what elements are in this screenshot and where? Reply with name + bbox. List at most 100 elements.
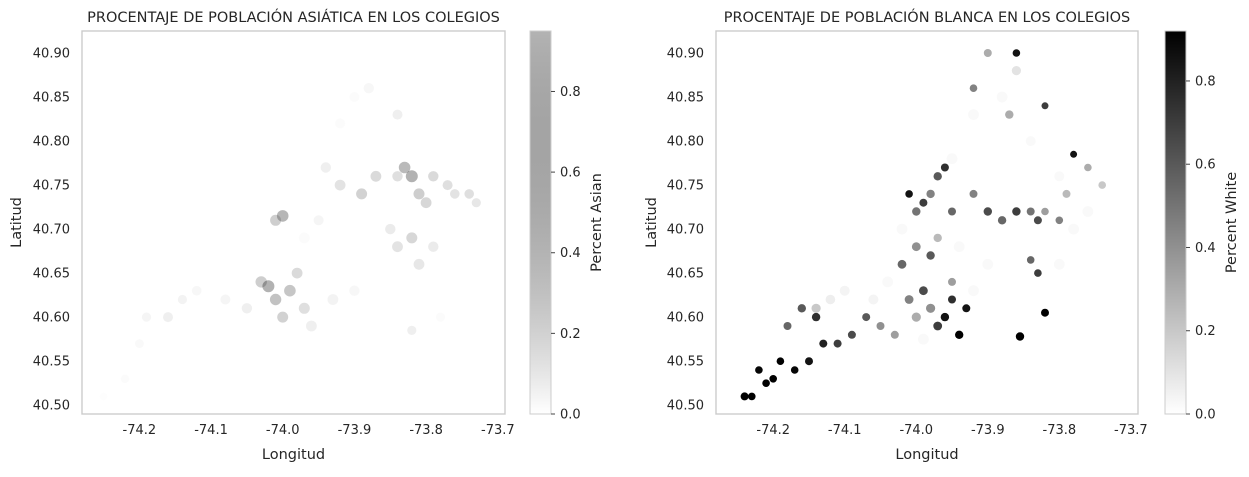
asian-colorbar <box>529 30 552 415</box>
white-point <box>805 357 813 366</box>
white-point <box>1012 49 1021 57</box>
white-point <box>919 198 928 207</box>
white-ytick-label: 40.60 <box>667 311 704 326</box>
asian-point <box>363 83 374 94</box>
asian-point <box>306 320 317 332</box>
asian-ytick-label: 40.90 <box>33 47 70 62</box>
asian-ytick-label: 40.60 <box>33 311 70 326</box>
asian-point <box>99 392 108 401</box>
white-point <box>982 258 994 270</box>
asian-point <box>413 258 425 270</box>
asian-point <box>428 241 439 252</box>
white-point <box>819 339 828 348</box>
white-point <box>811 312 821 322</box>
white-point <box>940 312 950 322</box>
white-point <box>969 189 978 198</box>
asian-point <box>270 214 282 226</box>
white-point <box>1070 150 1078 158</box>
white-point <box>912 207 921 216</box>
asian-point <box>277 311 289 323</box>
asian-colorbar-tick-label: 0.6 <box>560 166 581 181</box>
white-point <box>1041 207 1049 216</box>
white-point <box>926 251 935 260</box>
white-point <box>1025 136 1036 147</box>
white-point <box>918 333 929 345</box>
white-point <box>1068 223 1079 235</box>
white-point <box>1041 308 1049 317</box>
asian-xtick-label: -74.2 <box>123 423 157 438</box>
white-point <box>882 276 894 288</box>
white-point <box>1034 269 1042 277</box>
asian-point <box>120 374 130 383</box>
asian-ytick-label: 40.55 <box>33 355 70 370</box>
white-point <box>868 294 879 305</box>
white-colorbar-tick-label: 0.4 <box>1195 241 1216 256</box>
asian-colorbar-tick-label: 0.0 <box>560 408 581 423</box>
asian-point <box>284 284 296 297</box>
asian-xtick-label: -73.9 <box>338 423 372 438</box>
asian-point <box>407 325 417 335</box>
asian-point <box>141 312 152 322</box>
asian-point <box>406 232 418 244</box>
white-xtick-label: -74.1 <box>828 423 862 438</box>
asian-point <box>262 280 275 293</box>
white-ytick-label: 40.50 <box>667 399 704 414</box>
asian-ytick-label: 40.85 <box>33 91 70 106</box>
asian-point <box>334 179 346 191</box>
asian-point <box>163 312 173 323</box>
white-colorbar-tick-label: 0.0 <box>1195 408 1216 423</box>
white-point <box>911 312 921 322</box>
asian-xtick-label: -74.0 <box>266 423 300 438</box>
asian-point <box>471 198 481 208</box>
asian-point <box>276 210 289 222</box>
white-point <box>776 357 785 366</box>
white-point <box>911 242 921 252</box>
white-point <box>948 207 956 216</box>
white-xtick-label: -74.2 <box>756 423 790 438</box>
white-colorbar <box>1164 30 1187 415</box>
white-point <box>1026 207 1035 216</box>
white-colorbar-label: Percent White <box>1224 172 1240 273</box>
white-plot-frame <box>715 30 1139 415</box>
asian-point <box>191 285 202 296</box>
asian-xtick-label: -73.7 <box>481 423 515 438</box>
asian-point <box>420 197 432 209</box>
white-point <box>933 233 942 243</box>
white-point <box>905 190 913 198</box>
white-point <box>968 109 979 120</box>
asian-plot-frame <box>81 30 506 415</box>
asian-point <box>392 171 403 182</box>
asian-point <box>392 241 403 253</box>
asian-point <box>435 312 446 322</box>
white-chart-title: PROCENTAJE DE POBLACIÓN BLANCA EN LOS CO… <box>724 8 1131 26</box>
asian-point <box>269 293 282 306</box>
white-point <box>955 330 964 339</box>
asian-point <box>298 232 310 244</box>
white-point <box>953 241 965 253</box>
white-point <box>1033 216 1042 225</box>
white-colorbar-tick-label: 0.2 <box>1195 324 1216 339</box>
asian-point <box>442 180 453 191</box>
white-ytick-label: 40.65 <box>667 267 704 282</box>
white-point <box>833 339 842 348</box>
white-ytick-label: 40.75 <box>667 179 704 194</box>
white-ytick-label: 40.90 <box>667 47 704 62</box>
white-xtick-label: -73.9 <box>971 423 1005 438</box>
white-point <box>1098 181 1106 189</box>
white-point <box>896 223 908 235</box>
white-point <box>762 379 770 388</box>
white-point <box>948 277 956 286</box>
asian-ytick-label: 40.75 <box>33 179 70 194</box>
white-point <box>769 375 777 383</box>
white-colorbar-tick-label: 0.8 <box>1195 74 1216 89</box>
white-point <box>847 330 856 339</box>
white-point <box>933 172 942 181</box>
asian-point <box>255 276 267 288</box>
asian-chart-title: PROCENTAJE DE POBLACIÓN ASIÁTICA EN LOS … <box>87 8 500 26</box>
asian-yaxis-label: Latitud <box>9 197 25 248</box>
white-point <box>1041 102 1049 110</box>
white-point <box>940 163 949 172</box>
asian-point <box>349 285 360 296</box>
asian-point <box>428 171 439 182</box>
